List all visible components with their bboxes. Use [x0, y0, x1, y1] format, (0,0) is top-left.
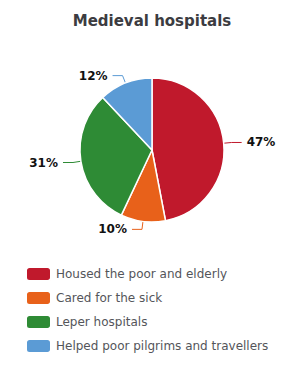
svg-text:47%: 47% — [247, 135, 276, 149]
svg-text:Leper hospitals: Leper hospitals — [56, 315, 147, 329]
svg-text:Medieval hospitals: Medieval hospitals — [73, 12, 232, 30]
svg-text:Cared for the sick: Cared for the sick — [56, 291, 162, 305]
svg-text:31%: 31% — [29, 156, 58, 170]
svg-text:Housed the poor and elderly: Housed the poor and elderly — [56, 267, 227, 281]
svg-text:10%: 10% — [98, 222, 127, 236]
svg-text:12%: 12% — [79, 69, 108, 83]
svg-text:Helped poor pilgrims and trave: Helped poor pilgrims and travellers — [56, 339, 268, 353]
